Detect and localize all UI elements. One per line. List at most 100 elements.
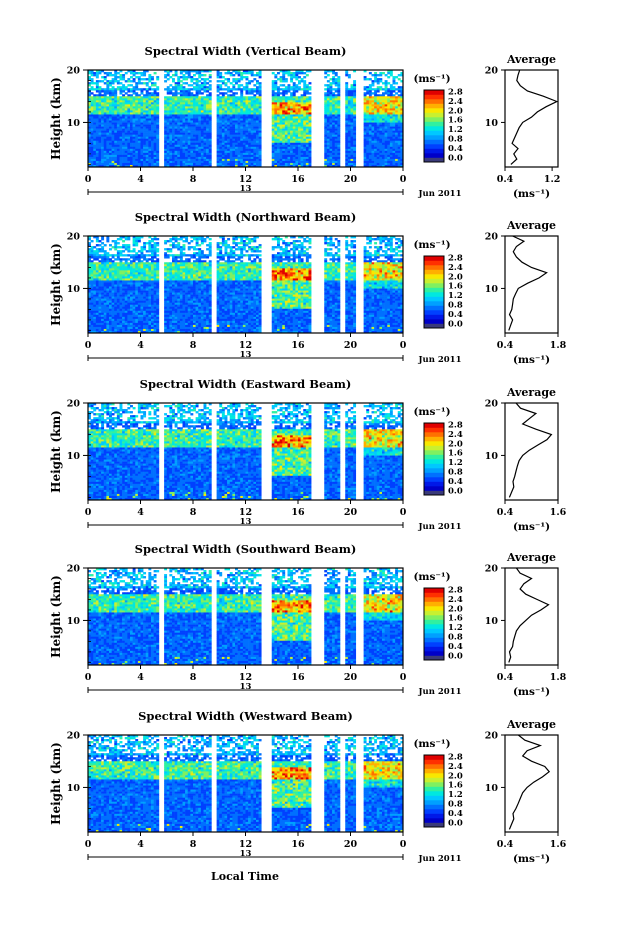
heatmap-cell [347, 76, 351, 79]
heatmap-cell [122, 138, 126, 142]
heatmap-cell [332, 156, 336, 160]
heatmap-cell [143, 94, 147, 97]
heatmap-cell [151, 158, 154, 162]
heatmap-cell [371, 124, 375, 127]
heatmap-cell [122, 104, 126, 107]
heatmap-cell [95, 308, 99, 312]
heatmap-cell [187, 134, 191, 137]
heatmap-cell [292, 116, 296, 119]
heatmap-cell [368, 120, 372, 123]
heatmap-cell [376, 156, 380, 160]
heatmap-cell [282, 88, 286, 91]
heatmap-cell [290, 158, 294, 162]
heatmap-cell [190, 124, 194, 127]
heatmap-cell [177, 108, 181, 111]
heatmap-cell [379, 144, 383, 148]
heatmap-cell [329, 142, 333, 146]
heatmap-cell [109, 306, 112, 310]
heatmap-cell [106, 156, 110, 160]
heatmap-cell [245, 70, 249, 73]
heatmap-cell [368, 92, 372, 95]
heatmap-cell [195, 136, 199, 140]
heatmap-cell [376, 120, 380, 123]
heatmap-cell [95, 298, 99, 301]
colorbar-segment [424, 112, 444, 118]
heatmap-cell [284, 160, 288, 164]
heatmap-cell [206, 78, 210, 81]
heatmap-cell [256, 152, 259, 156]
heatmap-cell [371, 120, 375, 123]
heatmap-cell [374, 100, 378, 103]
heatmap-cell [166, 148, 170, 152]
heatmap-cell [185, 116, 189, 119]
heatmap-cell [119, 86, 123, 89]
heatmap-cell [300, 96, 304, 99]
heatmap-cell [135, 150, 139, 154]
heatmap-cell [148, 96, 152, 99]
heatmap-cell [93, 272, 97, 275]
heatmap-cell [290, 148, 294, 152]
heatmap-cell [232, 80, 236, 83]
heatmap-cell [103, 250, 107, 253]
heatmap-cell [132, 146, 136, 150]
heatmap-cell [376, 82, 380, 85]
heatmap-cell [326, 152, 330, 156]
heatmap-cell [329, 156, 333, 160]
heatmap-cell [292, 100, 296, 103]
heatmap-cell [116, 114, 120, 117]
heatmap-cell [195, 134, 199, 137]
heatmap-cell [208, 114, 212, 117]
heatmap-cell [187, 70, 191, 73]
heatmap-cell [203, 110, 207, 113]
heatmap-cell [305, 74, 309, 77]
heatmap-cell [271, 146, 275, 150]
heatmap-cell [174, 102, 178, 105]
heatmap-cell [90, 248, 94, 251]
heatmap-cell [130, 142, 133, 146]
heatmap-cell [250, 118, 254, 121]
heatmap-cell [93, 278, 97, 281]
heatmap-cell [282, 162, 286, 166]
heatmap-cell [363, 104, 367, 107]
heatmap-cell [282, 80, 286, 83]
heatmap-cell [200, 130, 204, 133]
heatmap-cell [127, 148, 131, 152]
heatmap-cell [366, 100, 370, 103]
heatmap-cell [379, 158, 383, 162]
heatmap-cell [208, 160, 212, 164]
heatmap-cell [337, 78, 341, 81]
heatmap-cell [240, 84, 244, 87]
heatmap-cell [232, 134, 236, 137]
heatmap-cell [124, 144, 128, 148]
heatmap-cell [256, 88, 259, 91]
heatmap-cell [111, 328, 115, 332]
heatmap-cell [106, 274, 110, 277]
heatmap-cell [227, 98, 231, 101]
heatmap-cell [106, 306, 110, 310]
heatmap-cell [400, 134, 404, 137]
heatmap-cell [229, 136, 233, 140]
heatmap-cell [292, 152, 296, 156]
heatmap-cell [305, 120, 309, 123]
heatmap-cell [221, 162, 225, 166]
heatmap-cell [379, 118, 383, 121]
heatmap-cell [384, 102, 388, 105]
heatmap-cell [363, 94, 367, 97]
heatmap-cell [109, 148, 112, 152]
heatmap-cell [200, 146, 204, 150]
heatmap-cell [119, 106, 123, 109]
heatmap-cell [219, 84, 223, 87]
heatmap-cell [379, 122, 383, 125]
heatmap-cell [240, 136, 244, 140]
heatmap-cell [382, 114, 385, 117]
heatmap-cell [95, 146, 99, 150]
heatmap-cell [98, 304, 102, 308]
heatmap-cell [326, 148, 330, 152]
heatmap-cell [366, 112, 370, 115]
heatmap-cell [137, 152, 141, 156]
heatmap-cell [292, 134, 296, 137]
heatmap-cell [200, 108, 204, 111]
heatmap-cell [240, 132, 244, 135]
heatmap-cell [198, 106, 202, 109]
heatmap-cell [384, 154, 388, 158]
